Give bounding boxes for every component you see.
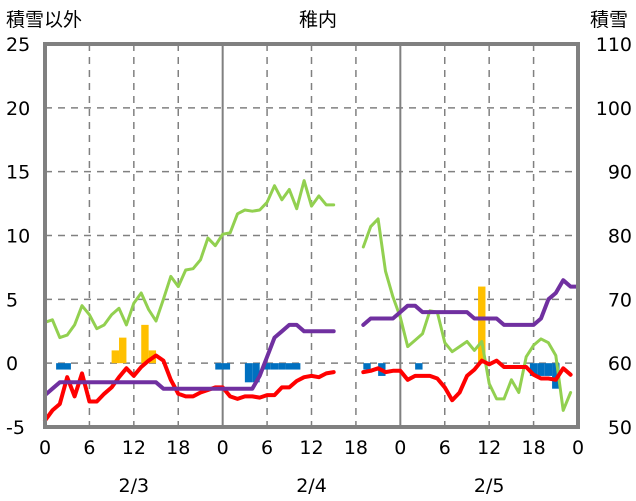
right-axis-label: 積雪 xyxy=(590,9,628,31)
blue-bar xyxy=(63,363,71,370)
blue-bar xyxy=(415,363,423,370)
left-y-tick-label: 10 xyxy=(6,226,30,248)
red-series-line xyxy=(361,358,573,403)
date-label: 2/5 xyxy=(474,475,505,497)
orange-bar xyxy=(119,337,127,364)
x-tick-label: 0 xyxy=(39,437,51,459)
blue-bar xyxy=(252,363,260,383)
right-y-tick-label: 90 xyxy=(608,162,632,184)
right-y-tick-label: 100 xyxy=(596,98,632,120)
date-label: 2/3 xyxy=(119,475,150,497)
blue-bar xyxy=(285,363,293,370)
right-y-ticks: 110 100 90 80 70 60 50 xyxy=(596,34,632,439)
green-series-line xyxy=(43,179,336,340)
right-y-tick-label: 70 xyxy=(608,289,632,311)
left-y-tick-label: 0 xyxy=(6,353,18,375)
x-tick-label: 18 xyxy=(166,437,190,459)
orange-bar xyxy=(478,286,486,364)
x-tick-label: 12 xyxy=(299,437,323,459)
left-y-tick-label: 25 xyxy=(6,34,30,56)
right-y-tick-label: 50 xyxy=(608,417,632,439)
orange-bar xyxy=(141,324,149,364)
x-tick-label: 12 xyxy=(477,437,501,459)
x-tick-label: 18 xyxy=(344,437,368,459)
right-y-tick-label: 60 xyxy=(608,353,632,375)
red-series-line xyxy=(43,353,336,423)
purple-series-line xyxy=(43,322,336,398)
blue-bar xyxy=(292,363,301,370)
left-axis-label: 積雪以外 xyxy=(6,9,82,31)
blue-bar xyxy=(244,363,253,383)
left-y-tick-label: 20 xyxy=(6,98,30,120)
blue-bar xyxy=(215,363,223,370)
blue-bar xyxy=(278,363,286,370)
blue-bar xyxy=(56,363,64,370)
blue-bar xyxy=(552,363,560,389)
blue-bar xyxy=(263,363,271,370)
orange-bar xyxy=(111,350,120,364)
x-tick-label: 0 xyxy=(394,437,406,459)
plot-frame xyxy=(43,42,580,429)
x-tick-label: 0 xyxy=(572,437,584,459)
blue-bar xyxy=(270,363,279,370)
blue-bar xyxy=(544,363,553,376)
left-y-ticks: 25 20 15 10 5 0 -5 xyxy=(6,34,30,439)
x-tick-label: 6 xyxy=(83,437,95,459)
blue-bar xyxy=(529,363,538,376)
x-tick-label: 6 xyxy=(261,437,273,459)
x-tick-label: 12 xyxy=(122,437,146,459)
purple-series-line xyxy=(361,278,580,327)
left-y-tick-label: -5 xyxy=(6,417,25,439)
blue-bar xyxy=(537,363,545,376)
date-label: 2/4 xyxy=(296,475,327,497)
x-tick-label: 0 xyxy=(217,437,229,459)
right-y-tick-label: 80 xyxy=(608,226,632,248)
left-y-tick-label: 5 xyxy=(6,289,18,311)
chart-title: 稚内 xyxy=(299,9,337,31)
date-labels: 2/3 2/4 2/5 xyxy=(119,475,505,497)
green-series-line xyxy=(361,217,573,412)
x-tick-label: 6 xyxy=(439,437,451,459)
blue-bar xyxy=(222,363,231,370)
right-y-tick-label: 110 xyxy=(596,34,632,56)
blue-bar xyxy=(363,363,371,370)
x-hour-ticks: 0 6 12 18 0 6 12 18 0 6 12 18 0 xyxy=(39,437,584,459)
left-y-tick-label: 15 xyxy=(6,162,30,184)
x-tick-label: 18 xyxy=(521,437,545,459)
lines-layer xyxy=(43,179,580,423)
